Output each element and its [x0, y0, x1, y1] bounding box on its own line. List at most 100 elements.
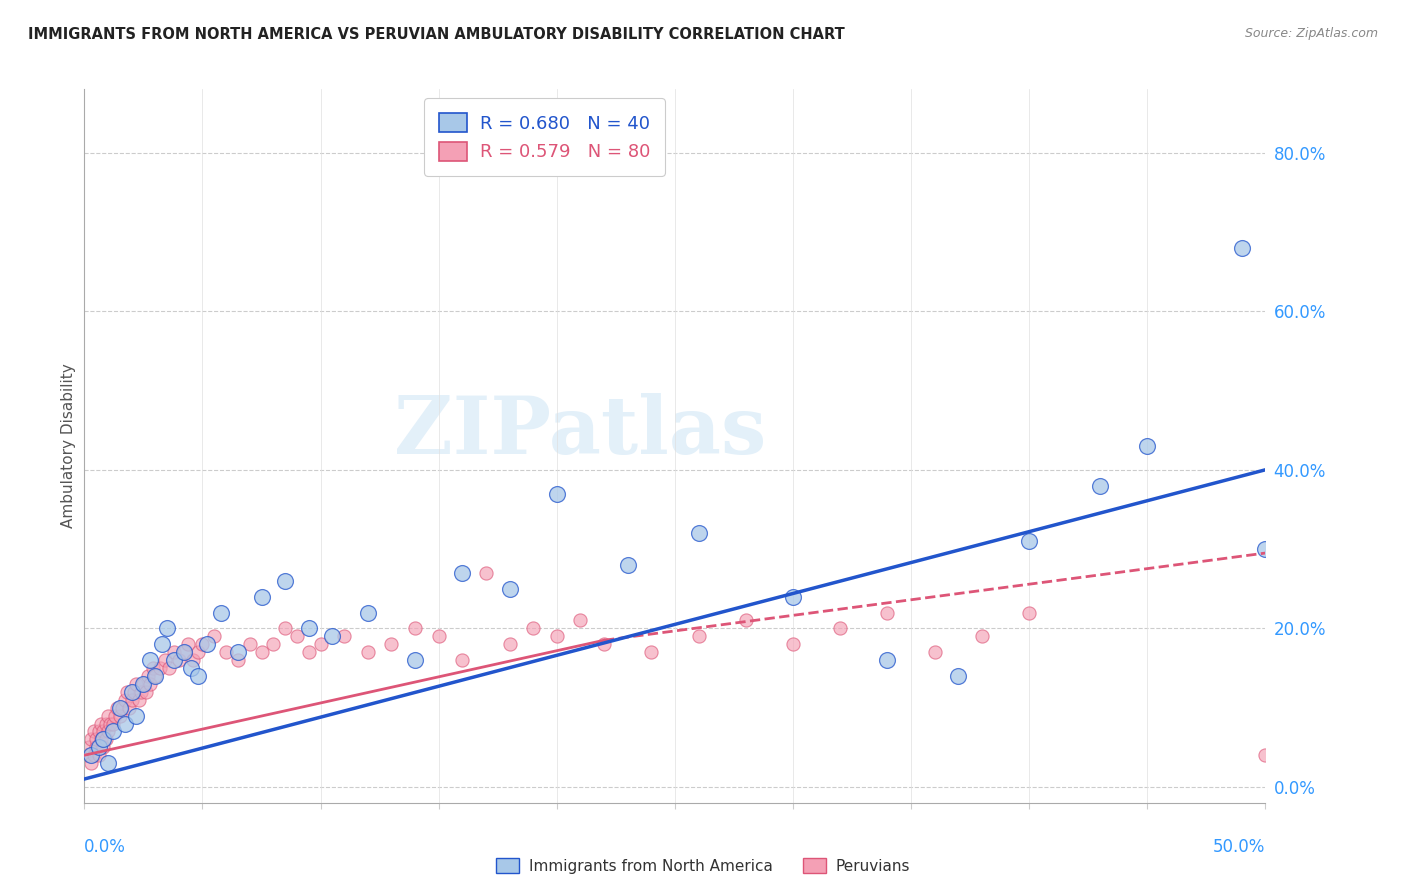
- Point: [163, 645, 186, 659]
- Point: [128, 692, 150, 706]
- Point: [125, 708, 148, 723]
- Point: [593, 637, 616, 651]
- Point: [163, 653, 186, 667]
- Point: [195, 637, 218, 651]
- Point: [688, 629, 710, 643]
- Point: [876, 606, 898, 620]
- Text: ZIPatlas: ZIPatlas: [394, 392, 766, 471]
- Point: [830, 621, 852, 635]
- Point: [226, 645, 249, 659]
- Point: [83, 748, 105, 763]
- Point: [143, 669, 166, 683]
- Point: [876, 653, 898, 667]
- Point: [121, 692, 143, 706]
- Point: [451, 566, 474, 580]
- Point: [153, 653, 176, 667]
- Point: [80, 756, 103, 771]
- Legend: Immigrants from North America, Peruvians: Immigrants from North America, Peruvians: [491, 852, 915, 880]
- Point: [135, 685, 157, 699]
- Point: [91, 732, 114, 747]
- Point: [546, 486, 568, 500]
- Point: [475, 566, 498, 580]
- Point: [451, 653, 474, 667]
- Point: [970, 629, 993, 643]
- Point: [173, 645, 195, 659]
- Point: [546, 629, 568, 643]
- Point: [1018, 606, 1040, 620]
- Text: 0.0%: 0.0%: [84, 838, 127, 856]
- Point: [114, 716, 136, 731]
- Point: [734, 614, 756, 628]
- Point: [640, 645, 662, 659]
- Point: [191, 637, 214, 651]
- Point: [80, 748, 103, 763]
- Point: [84, 732, 107, 747]
- Point: [177, 637, 200, 651]
- Point: [239, 637, 262, 651]
- Point: [226, 653, 249, 667]
- Point: [132, 677, 155, 691]
- Legend: R = 0.680   N = 40, R = 0.579   N = 80: R = 0.680 N = 40, R = 0.579 N = 80: [425, 98, 665, 176]
- Point: [129, 685, 152, 699]
- Point: [309, 637, 332, 651]
- Point: [76, 748, 98, 763]
- Point: [132, 677, 155, 691]
- Point: [569, 614, 592, 628]
- Point: [84, 740, 107, 755]
- Point: [180, 661, 202, 675]
- Point: [948, 669, 970, 683]
- Point: [122, 685, 145, 699]
- Point: [111, 700, 134, 714]
- Point: [202, 629, 225, 643]
- Point: [357, 645, 380, 659]
- Point: [87, 748, 110, 763]
- Point: [187, 645, 209, 659]
- Point: [262, 637, 284, 651]
- Point: [274, 621, 297, 635]
- Point: [139, 653, 162, 667]
- Point: [97, 708, 120, 723]
- Point: [91, 724, 114, 739]
- Point: [498, 637, 520, 651]
- Point: [150, 637, 173, 651]
- Point: [1254, 542, 1277, 557]
- Point: [298, 621, 321, 635]
- Y-axis label: Ambulatory Disability: Ambulatory Disability: [60, 364, 76, 528]
- Point: [107, 700, 129, 714]
- Point: [121, 685, 143, 699]
- Point: [90, 716, 112, 731]
- Point: [404, 621, 426, 635]
- Point: [157, 661, 180, 675]
- Point: [118, 700, 141, 714]
- Point: [87, 740, 110, 755]
- Point: [136, 669, 159, 683]
- Text: IMMIGRANTS FROM NORTH AMERICA VS PERUVIAN AMBULATORY DISABILITY CORRELATION CHAR: IMMIGRANTS FROM NORTH AMERICA VS PERUVIA…: [28, 27, 845, 42]
- Point: [285, 629, 308, 643]
- Point: [114, 692, 136, 706]
- Point: [782, 590, 804, 604]
- Point: [274, 574, 297, 588]
- Point: [101, 724, 124, 739]
- Point: [115, 685, 138, 699]
- Point: [181, 653, 204, 667]
- Text: 50.0%: 50.0%: [1213, 838, 1265, 856]
- Point: [380, 637, 402, 651]
- Point: [1136, 439, 1159, 453]
- Text: Source: ZipAtlas.com: Source: ZipAtlas.com: [1244, 27, 1378, 40]
- Point: [156, 621, 179, 635]
- Point: [125, 677, 148, 691]
- Point: [139, 677, 162, 691]
- Point: [143, 669, 166, 683]
- Point: [94, 716, 117, 731]
- Point: [104, 708, 127, 723]
- Point: [215, 645, 238, 659]
- Point: [924, 645, 946, 659]
- Point: [427, 629, 450, 643]
- Point: [91, 740, 114, 755]
- Point: [83, 724, 105, 739]
- Point: [1018, 534, 1040, 549]
- Point: [498, 582, 520, 596]
- Point: [1088, 478, 1111, 492]
- Point: [187, 669, 209, 683]
- Point: [688, 526, 710, 541]
